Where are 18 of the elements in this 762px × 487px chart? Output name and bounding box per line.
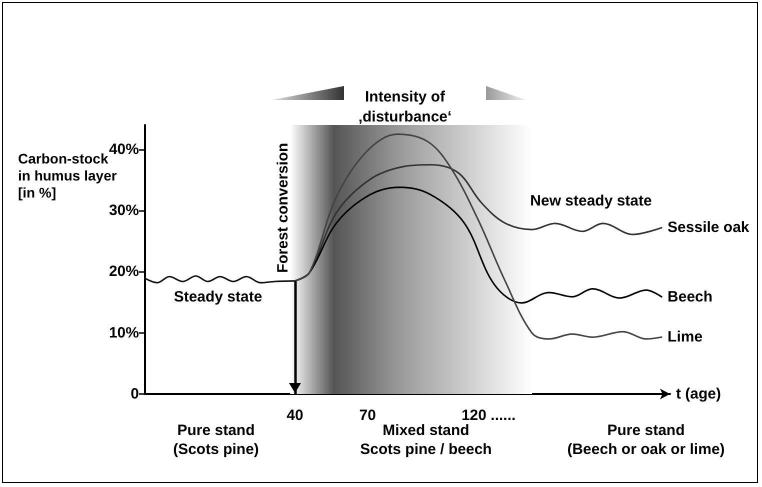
annotation: Steady state [174,288,262,306]
y-tick-label: 20% [108,263,139,280]
text: Pure stand (Scots pine) [173,422,259,458]
y-tick-label: 0 [130,386,139,402]
y-tick-label: 30% [108,202,139,220]
text: Mixed stand Scots pine / beech [360,422,492,458]
series-label: Beech [668,288,713,306]
y-tick-label: 10% [108,324,139,342]
ref-line-label: Forest conversion [274,142,292,273]
x-tick-label: 120 ...... [461,407,516,424]
series-label: Lime [668,328,703,346]
series-label: Sessile oak [668,219,750,236]
x-tick-label: 70 [359,407,376,424]
text: Pure stand (Beech or oak or lime) [567,422,725,458]
x-axis-title: t (age) [676,386,722,402]
annotation: New steady state [530,192,652,210]
x-tick-label: 40 [286,407,304,424]
chart-title: Intensity of ‚disturbance‘ [358,88,452,126]
